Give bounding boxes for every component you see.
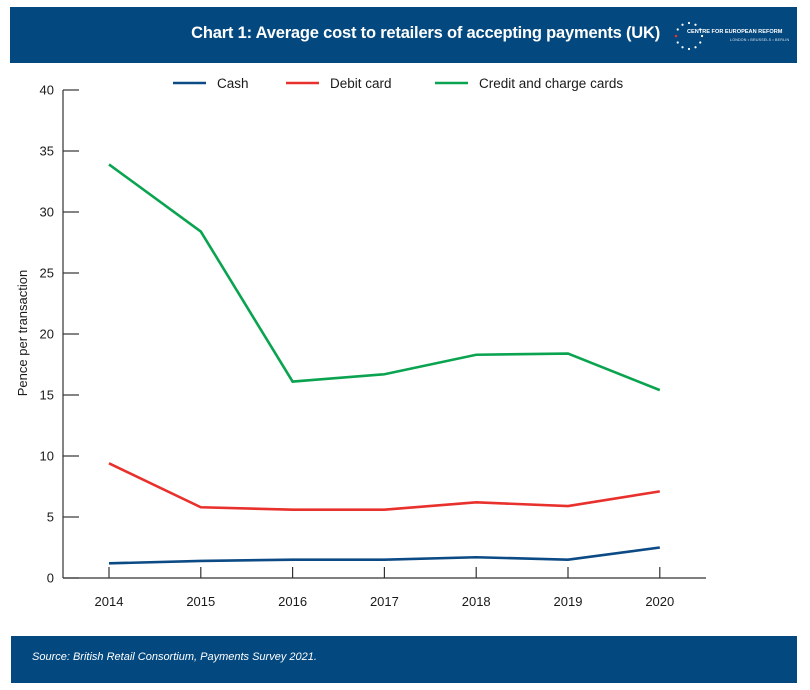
- y-tick-label: 10: [40, 449, 54, 464]
- series-line-debit-card: [108, 462, 661, 511]
- legend-label: Debit card: [330, 76, 392, 91]
- eu-stars-icon: [674, 21, 704, 51]
- series-lines: [108, 163, 661, 565]
- y-tick-label: 35: [40, 144, 54, 159]
- source-note: Source: British Retail Consortium, Payme…: [32, 651, 317, 663]
- axes: 0 5 10 15 20 25 30 35 40 2014 2015 2016 2017 2018 2019…: [40, 83, 706, 609]
- star: [676, 41, 679, 44]
- line-chart: Cash Debit card Credit and charge cards 0 5…: [15, 76, 706, 609]
- star: [676, 28, 679, 31]
- x-tick-label: 2019: [554, 594, 583, 609]
- star: [694, 23, 697, 26]
- chart-header: Chart 1: Average cost to retailers of ac…: [10, 7, 797, 63]
- x-tick-label: 2018: [462, 594, 491, 609]
- logo-cities: LONDON • BRUSSELS • BERLIN: [730, 38, 790, 42]
- x-tick-label: 2017: [370, 594, 399, 609]
- star: [699, 41, 702, 44]
- y-tick-label: 25: [40, 266, 54, 281]
- star: [694, 46, 697, 49]
- star: [681, 46, 684, 49]
- logo-name: CENTRE FOR EUROPEAN REFORM: [687, 29, 783, 35]
- y-tick-label: 40: [40, 83, 54, 98]
- x-tick-label: 2016: [278, 594, 307, 609]
- star: [699, 28, 702, 31]
- y-tick-label: 20: [40, 327, 54, 342]
- y-axis-title: Pence per transaction: [15, 270, 30, 396]
- cer-logo: CENTRE FOR EUROPEAN REFORM LONDON • BRUS…: [674, 16, 794, 56]
- chart-title: Chart 1: Average cost to retailers of ac…: [191, 24, 660, 42]
- legend: Cash Debit card Credit and charge cards: [173, 76, 623, 91]
- x-tick-label: 2015: [186, 594, 215, 609]
- legend-label: Credit and charge cards: [479, 76, 623, 91]
- chart-footer: Source: British Retail Consortium, Payme…: [11, 636, 797, 683]
- x-tick-label: 2014: [95, 594, 124, 609]
- y-tick-label: 30: [40, 205, 54, 220]
- x-tick-label: 2020: [645, 594, 674, 609]
- series-line-credit-and-charge-cards: [108, 163, 661, 392]
- y-tick-label: 15: [40, 388, 54, 403]
- y-tick-label: 5: [47, 510, 54, 525]
- y-tick-label: 0: [47, 571, 54, 586]
- star: [681, 23, 684, 26]
- star: [687, 47, 691, 51]
- series-line-cash: [108, 546, 660, 565]
- star: [687, 21, 691, 25]
- red-star: [674, 34, 678, 38]
- legend-label: Cash: [217, 76, 249, 91]
- star: [700, 34, 704, 38]
